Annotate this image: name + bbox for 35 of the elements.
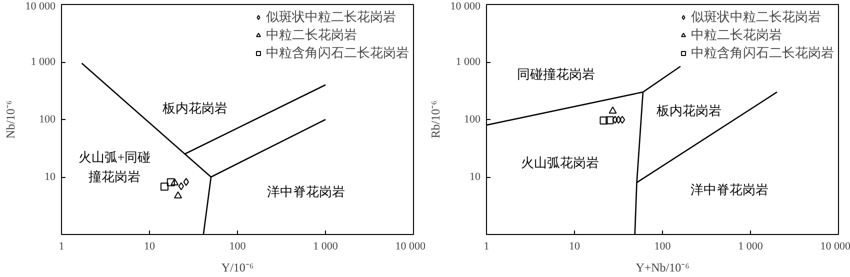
x-tick-label: 10 000 <box>820 240 850 252</box>
y-tick-label: 100 <box>464 114 481 126</box>
legend-label: 似斑状中粒二长花岗岩 <box>691 8 821 26</box>
x-tick-label: 100 <box>229 240 246 252</box>
annotation: 洋中脊花岗岩 <box>266 184 345 199</box>
y-tick-label: 1 000 <box>30 56 56 68</box>
legend-label: 中粒二长花岗岩 <box>266 26 357 44</box>
annotation: 火山弧+同碰撞花岗岩 <box>78 150 151 184</box>
y-tick-label: 10 <box>470 171 481 183</box>
y-tick-label: 1 000 <box>456 56 481 68</box>
legend-label: 中粒二长花岗岩 <box>691 26 782 44</box>
y-axis-title: Nb/10⁻⁶ <box>3 100 18 139</box>
y-tick-label: 100 <box>39 114 56 126</box>
annotation: 洋中脊花岗岩 <box>690 182 769 197</box>
x-tick-label: 1 <box>484 240 490 252</box>
y-tick-label: 10 000 <box>25 0 56 12</box>
annotation: 板内花岗岩 <box>162 100 228 116</box>
x-axis-title: Y/10⁻⁶ <box>221 260 254 274</box>
x-tick-label: 100 <box>654 240 672 252</box>
legend-label: 似斑状中粒二长花岗岩 <box>266 8 396 26</box>
x-tick-label: 1 000 <box>738 240 764 252</box>
legend-label: 中粒含角闪石二长花岗岩 <box>691 44 834 62</box>
legend-label: 中粒含角闪石二长花岗岩 <box>266 44 409 62</box>
y-tick-label: 10 000 <box>450 0 481 12</box>
x-tick-label: 10 <box>569 240 580 252</box>
x-axis-title: Y+Nb/10⁻⁶ <box>636 260 690 274</box>
x-tick-label: 1 <box>58 240 64 252</box>
x-tick-label: 10 <box>144 240 156 252</box>
annotation: 板内花岗岩 <box>655 103 722 118</box>
y-tick-label: 10 <box>44 171 56 183</box>
x-tick-label: 1 000 <box>313 240 338 252</box>
x-tick-label: 10 000 <box>395 240 426 252</box>
annotation: 同碰撞花岗岩 <box>517 66 596 82</box>
y-axis-title: Rb/10⁻⁶ <box>428 100 442 138</box>
annotation: 火山弧花岗岩 <box>520 154 599 170</box>
